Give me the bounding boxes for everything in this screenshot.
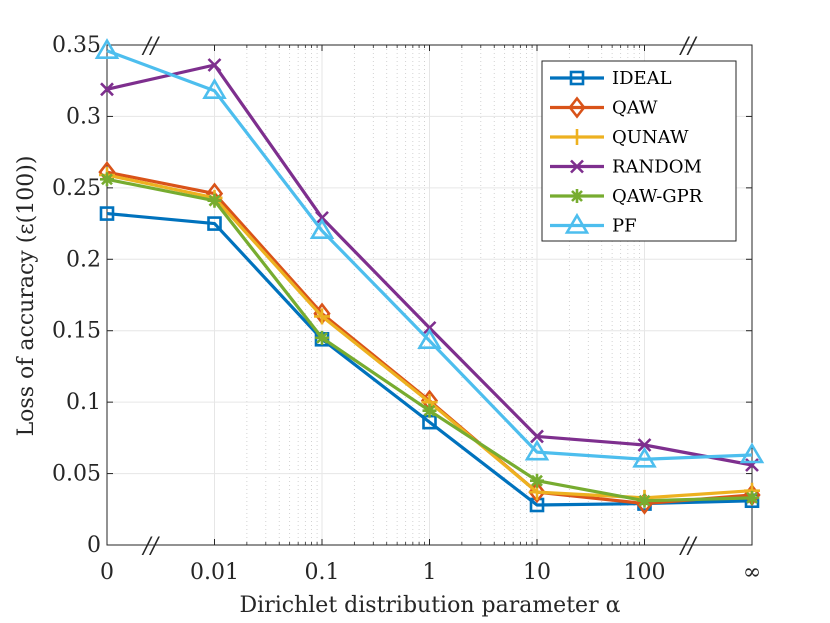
x-tick-label: 0.01 xyxy=(190,560,239,585)
data-point xyxy=(99,206,115,221)
legend-label: IDEAL xyxy=(612,68,672,89)
data-point xyxy=(100,82,114,97)
data-point xyxy=(315,210,329,225)
series-line xyxy=(106,49,753,461)
legend-label: RANDOM xyxy=(612,157,702,178)
legend-marker xyxy=(570,189,584,203)
y-tick-label: 0.25 xyxy=(52,176,101,201)
legend-label: QAW-GPR xyxy=(612,186,703,207)
legend-label: QAW xyxy=(612,98,658,119)
axis-break-mark: // xyxy=(141,34,160,59)
x-tick-label: 1 xyxy=(423,560,437,585)
y-tick-label: 0.15 xyxy=(52,319,101,344)
data-point xyxy=(422,320,437,335)
data-point xyxy=(524,439,550,461)
legend-label: PF xyxy=(612,216,637,237)
legend-marker xyxy=(568,96,586,119)
data-point xyxy=(530,429,544,444)
data-point xyxy=(309,218,335,240)
legend-marker xyxy=(564,212,590,234)
axis-break-mark: // xyxy=(679,34,698,59)
data-point xyxy=(422,403,437,418)
legend: IDEAL QAW QUNAW RANDOM QAW-GPR PF xyxy=(541,60,737,242)
data-point xyxy=(207,193,222,208)
y-tick-label: 0.05 xyxy=(52,462,101,487)
series-pf xyxy=(94,38,765,468)
series-lines xyxy=(94,38,765,515)
x-tick-label: 10 xyxy=(523,560,551,585)
data-point xyxy=(530,473,544,488)
x-axis-label: Dirichlet distribution parameter α xyxy=(240,593,621,618)
x-tick-label: ∞ xyxy=(743,560,761,585)
data-point xyxy=(637,493,652,508)
data-point xyxy=(314,308,330,325)
y-axis-label: Loss of accuracy (ε(100)) xyxy=(14,156,39,437)
tick-labels: 0 0.01 0.1 1 10 100 ∞ 0 0.05 0.1 0.15 0.2 0.25 0.3 0.3… xyxy=(52,33,761,585)
data-point xyxy=(417,328,442,350)
y-tick-label: 0.1 xyxy=(66,390,101,415)
x-tick-label: 100 xyxy=(624,560,666,585)
data-point xyxy=(739,442,765,464)
data-point xyxy=(637,438,652,452)
data-point xyxy=(745,490,759,505)
data-point xyxy=(632,446,657,468)
data-point xyxy=(315,330,329,345)
y-tick-label: 0.35 xyxy=(52,33,101,58)
data-point xyxy=(207,216,222,231)
legend-label: QUNAW xyxy=(612,127,689,148)
legend-marker xyxy=(570,159,584,174)
legend-marker xyxy=(569,70,585,86)
x-tick-label: 0.1 xyxy=(305,560,340,585)
data-point xyxy=(202,78,227,100)
series-qaw-gpr xyxy=(100,172,759,508)
legend-marker xyxy=(569,129,585,145)
axis-break-mark: // xyxy=(141,534,160,559)
y-tick-label: 0.3 xyxy=(66,104,101,129)
legend-box xyxy=(541,60,737,242)
y-tick-label: 0 xyxy=(87,533,101,558)
data-point xyxy=(94,38,120,60)
x-tick-label: 0 xyxy=(100,560,114,585)
data-point xyxy=(100,172,114,187)
data-point xyxy=(207,58,222,72)
axis-break-mark: // xyxy=(679,534,698,559)
y-tick-label: 0.2 xyxy=(66,247,101,272)
